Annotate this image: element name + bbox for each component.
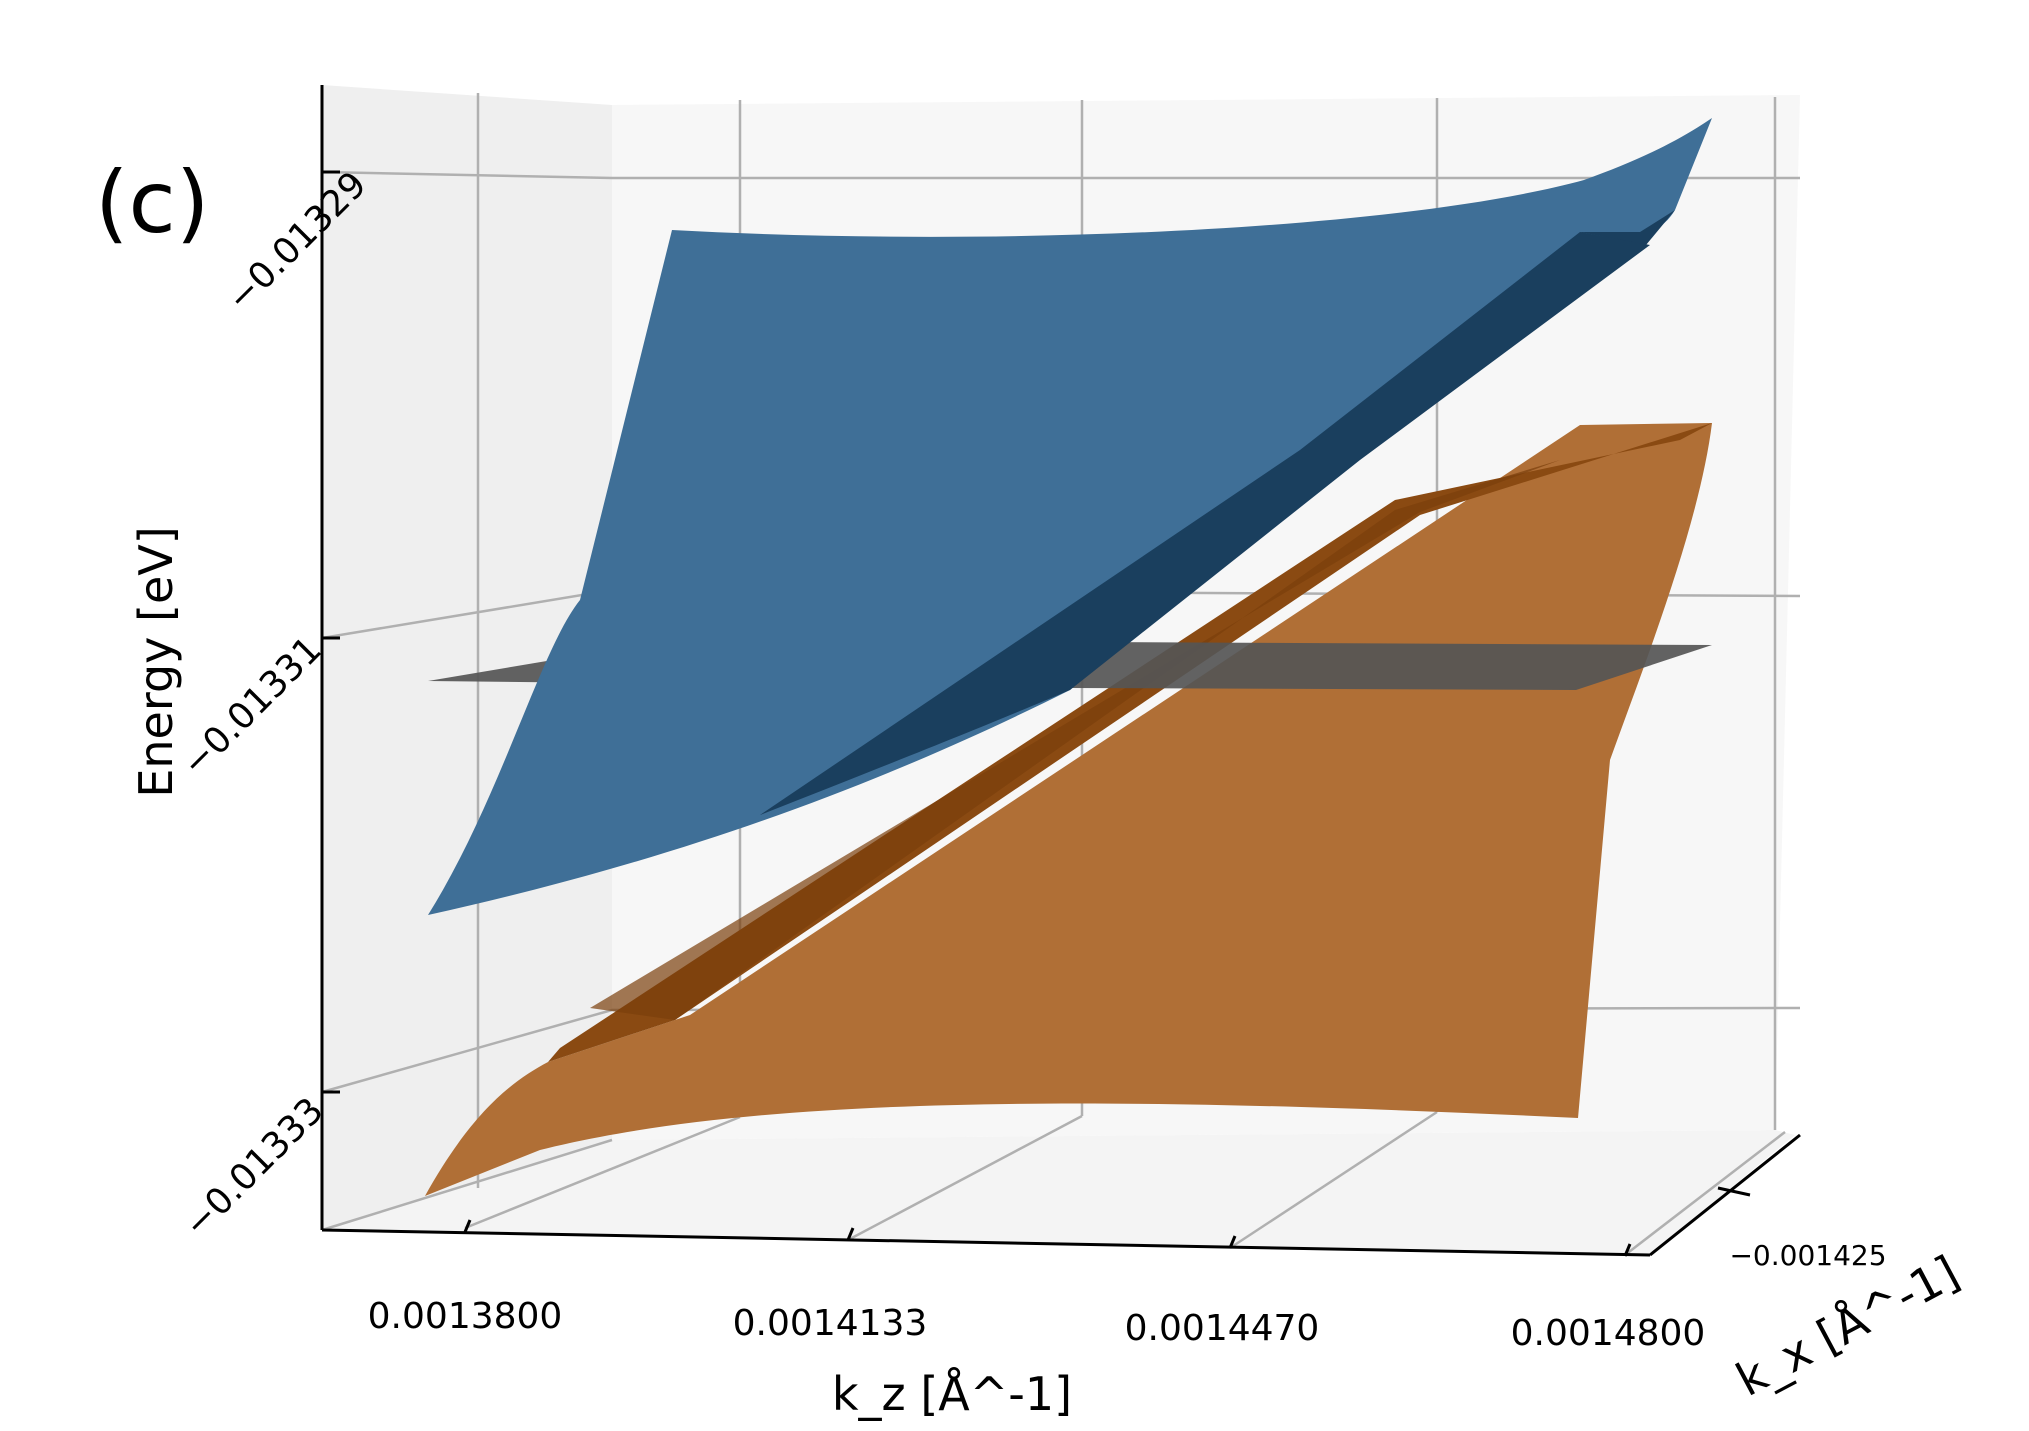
floor-pane — [322, 1130, 1795, 1255]
upper-band-surface — [428, 118, 1712, 915]
kz-tick-label: 0.0014470 — [1125, 1308, 1320, 1349]
kx-tick-label: −0.001425 — [1729, 1239, 1886, 1272]
panel-label: (c) — [95, 153, 209, 253]
kz-tick-label: 0.0014800 — [1511, 1313, 1706, 1354]
kz-tick-label: 0.0013800 — [368, 1296, 563, 1337]
energy-tick-label: −0.01331 — [174, 629, 330, 785]
energy-axis-label: Energy [eV] — [129, 526, 183, 797]
kz-axis-label: k_z [Å^-1] — [832, 1367, 1072, 1421]
grid-lines — [321, 93, 1801, 1256]
energy-tick-label: −0.01333 — [176, 1090, 332, 1246]
axes — [320, 85, 1801, 1257]
left-pane — [322, 85, 612, 1230]
lower-band-surface — [425, 423, 1712, 1196]
kz-tick-label: 0.0014133 — [733, 1303, 928, 1344]
